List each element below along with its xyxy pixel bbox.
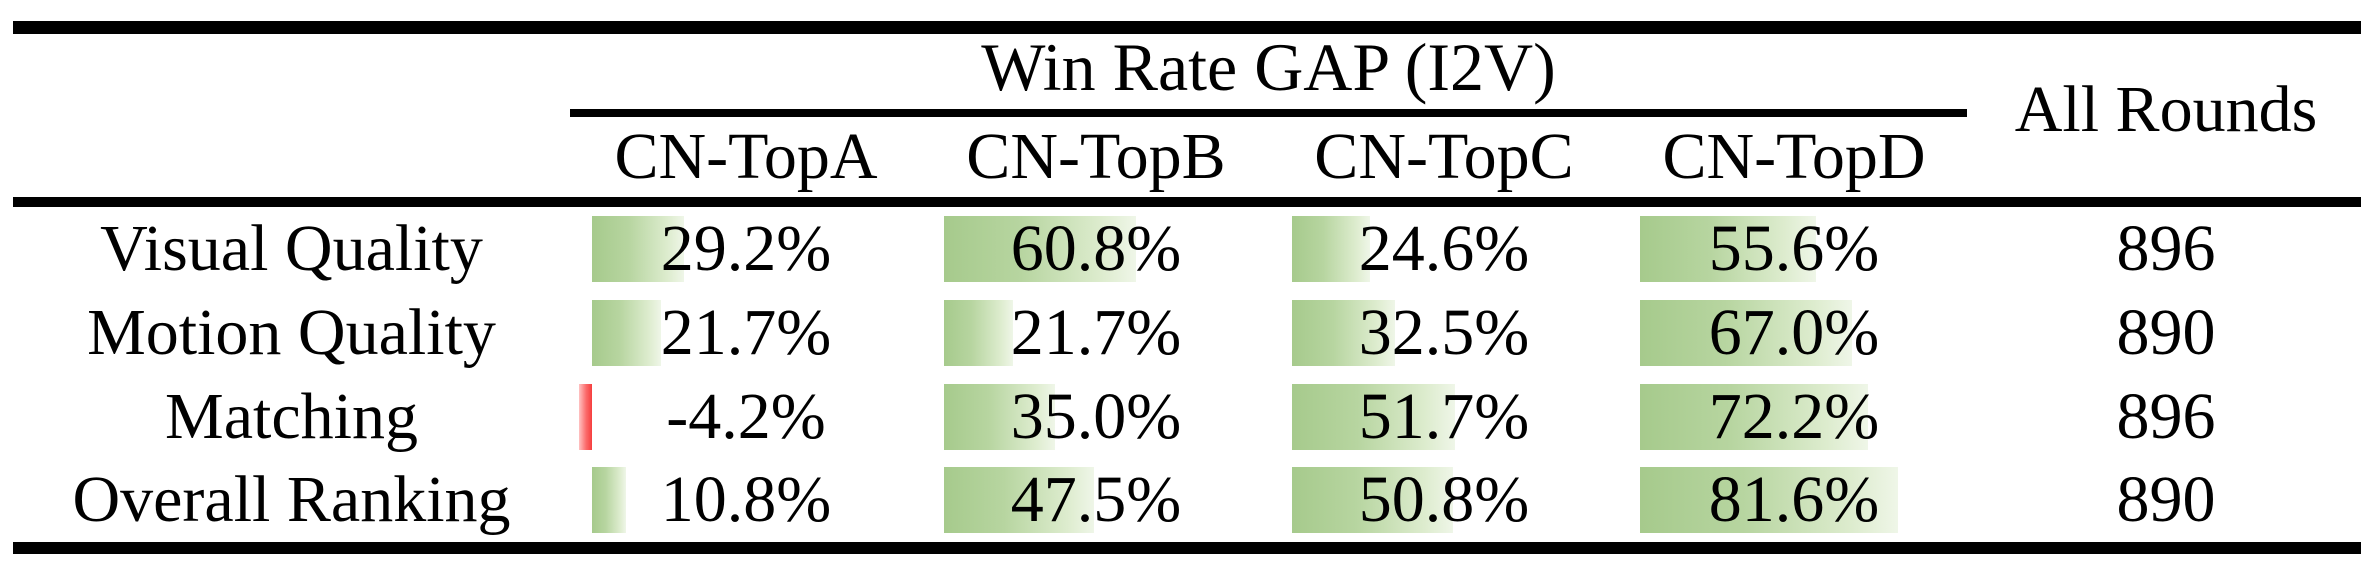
win-rate-value: 24.6% xyxy=(1358,212,1530,285)
win-rate-bar xyxy=(1640,300,1852,366)
column-header-cn-topb: CN-TopB xyxy=(966,120,1226,193)
win-rate-bar xyxy=(1292,300,1395,366)
data-cell: 35.0% xyxy=(922,375,1270,459)
data-cell: 72.2% xyxy=(1618,375,1970,459)
all-rounds-column-header: All Rounds xyxy=(2014,73,2318,146)
win-rate-value: 72.2% xyxy=(1708,380,1880,453)
all-rounds-value: 896 xyxy=(2116,212,2216,285)
row-label: Motion Quality xyxy=(87,296,496,369)
win-rate-bar xyxy=(592,216,684,282)
data-cell: 55.6% xyxy=(1618,207,1970,291)
column-header-cn-topa: CN-TopA xyxy=(614,120,878,193)
win-rate-value: 10.8% xyxy=(660,463,832,536)
all-rounds-value: 896 xyxy=(2116,380,2216,453)
win-rate-bar xyxy=(592,467,626,533)
win-rate-value: 55.6% xyxy=(1708,212,1880,285)
win-rate-value: 21.7% xyxy=(660,296,832,369)
win-rate-value: 35.0% xyxy=(1010,380,1182,453)
data-cell: 50.8% xyxy=(1270,458,1618,542)
win-rate-bar xyxy=(944,300,1013,366)
data-cell: 60.8% xyxy=(922,207,1270,291)
win-rate-bar xyxy=(944,216,1136,282)
win-rate-bar xyxy=(1640,467,1898,533)
all-rounds-value: 890 xyxy=(2116,296,2216,369)
table-header-rule xyxy=(13,197,2361,207)
group-header-title: Win Rate GAP (I2V) xyxy=(981,28,1556,105)
all-rounds-value: 890 xyxy=(2116,463,2216,536)
data-cell: 29.2% xyxy=(570,207,922,291)
data-cell: 51.7% xyxy=(1270,375,1618,459)
data-cell: 67.0% xyxy=(1618,291,1970,375)
data-cell: 81.6% xyxy=(1618,458,1970,542)
data-cell: 47.5% xyxy=(922,458,1270,542)
data-cell: 21.7% xyxy=(570,291,922,375)
win-rate-value: 29.2% xyxy=(660,212,832,285)
win-rate-value: 81.6% xyxy=(1708,463,1880,536)
win-rate-value: -4.2% xyxy=(666,380,826,453)
win-rate-value: 32.5% xyxy=(1358,296,1530,369)
win-rate-value: 67.0% xyxy=(1708,296,1880,369)
win-rate-bar xyxy=(1292,467,1453,533)
data-cell: 21.7% xyxy=(922,291,1270,375)
win-rate-value: 21.7% xyxy=(1010,296,1182,369)
win-rate-value: 60.8% xyxy=(1010,212,1182,285)
win-rate-bar xyxy=(592,300,661,366)
column-header-cn-topd: CN-TopD xyxy=(1662,120,1926,193)
win-rate-bar xyxy=(1640,216,1816,282)
win-rate-bar xyxy=(944,384,1055,450)
table-bottom-rule xyxy=(13,542,2361,554)
row-label: Overall Ranking xyxy=(72,463,511,536)
win-rate-bar xyxy=(579,384,592,450)
group-header-underline-rule xyxy=(570,109,1967,117)
row-label: Visual Quality xyxy=(100,212,483,285)
win-rate-bar xyxy=(1640,384,1868,450)
data-cell: 32.5% xyxy=(1270,291,1618,375)
row-label: Matching xyxy=(165,380,418,453)
data-cell: 10.8% xyxy=(570,458,922,542)
win-rate-value: 50.8% xyxy=(1358,463,1530,536)
column-header-cn-topc: CN-TopC xyxy=(1314,120,1574,193)
win-rate-bar xyxy=(1292,216,1370,282)
win-rate-value: 47.5% xyxy=(1010,463,1182,536)
data-cell: -4.2% xyxy=(570,375,922,459)
table-top-rule xyxy=(13,21,2361,34)
win-rate-value: 51.7% xyxy=(1358,380,1530,453)
data-cell: 24.6% xyxy=(1270,207,1618,291)
win-rate-bar xyxy=(1292,384,1455,450)
win-rate-bar xyxy=(944,467,1094,533)
